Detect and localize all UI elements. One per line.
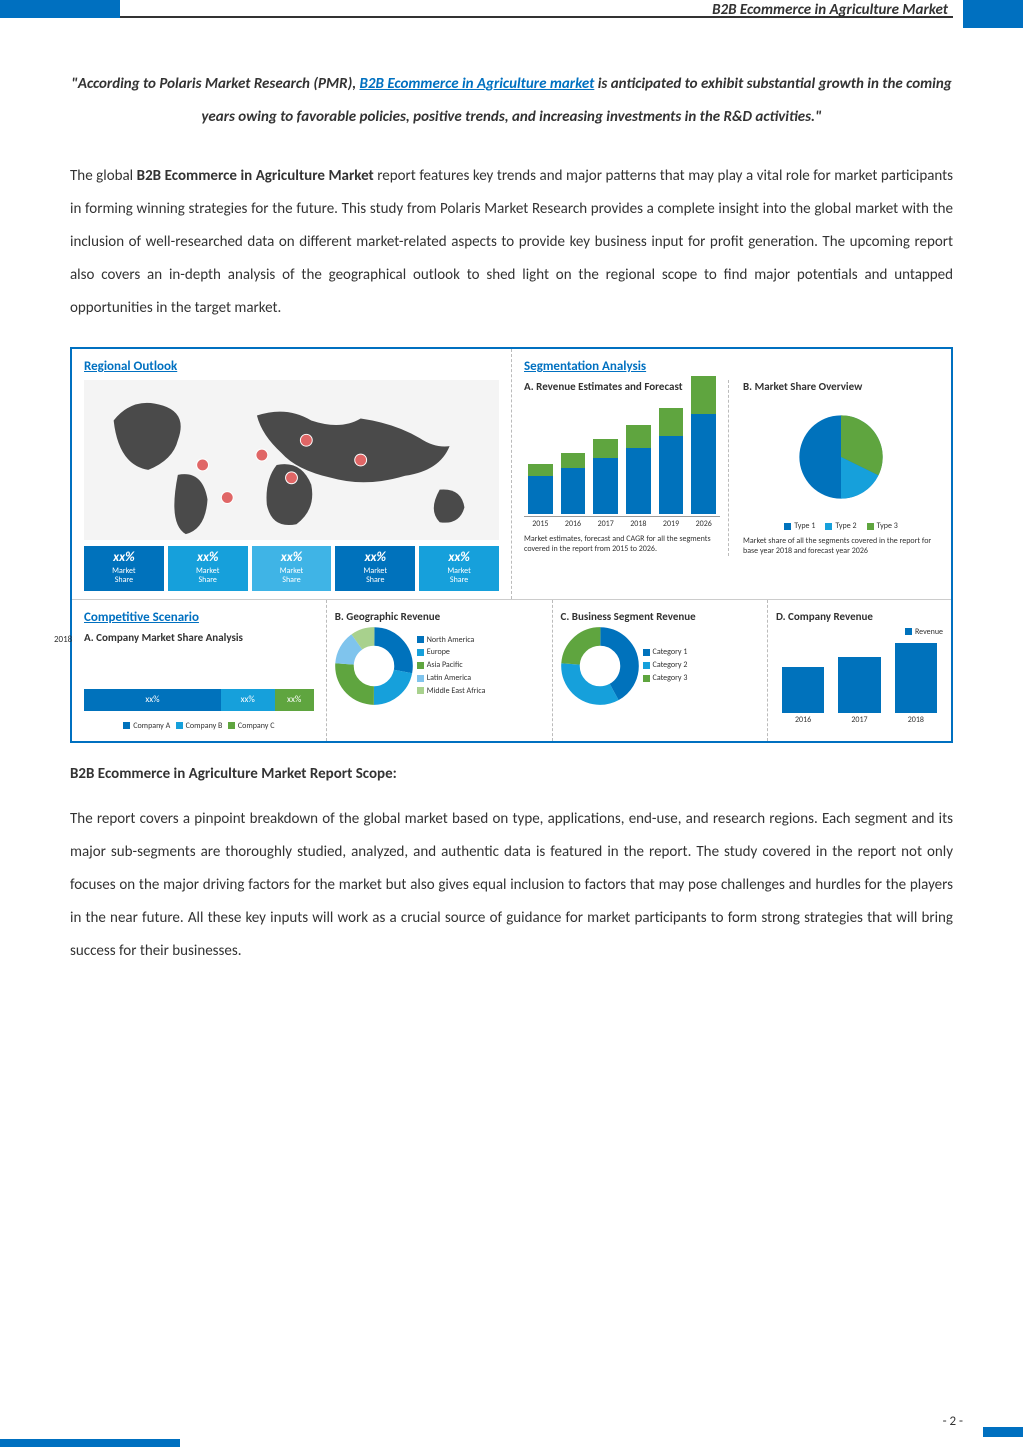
- infographic-bottom-row: Competitive Scenario A. Company Market S…: [72, 600, 951, 741]
- biz-legend: Category 1 Category 2 Category 3: [643, 646, 688, 684]
- co-rev-title: D. Company Revenue: [776, 610, 943, 623]
- business-segment-panel: C. Business Segment Revenue Category 1 C…: [553, 600, 768, 741]
- footer-accent-right: [983, 1427, 1023, 1437]
- share-badge: xx%MarketShare: [84, 546, 164, 591]
- company-revenue-bars: [776, 641, 943, 713]
- share-badge: xx%MarketShare: [168, 546, 248, 591]
- intro-quote: "According to Polaris Market Research (P…: [70, 68, 953, 134]
- regional-title: Regional Outlook: [84, 359, 499, 374]
- segmentation-row: A. Revenue Estimates and Forecast 2015 2…: [524, 380, 939, 556]
- panel-b-note: Market share of all the segments covered…: [743, 537, 939, 556]
- share-badge: xx%MarketShare: [419, 546, 499, 591]
- geo-legend: North America Europe Asia Pacific Latin …: [417, 634, 486, 698]
- header-accent-left: [0, 0, 120, 18]
- geo-donut: [335, 627, 413, 705]
- share-badge: xx%MarketShare: [252, 546, 332, 591]
- intro-prefix: "According to Polaris Market Research (P…: [71, 75, 359, 93]
- world-map: [84, 380, 499, 540]
- revenue-forecast-panel: A. Revenue Estimates and Forecast 2015 2…: [524, 380, 729, 556]
- paragraph-2: The report covers a pinpoint breakdown o…: [70, 803, 953, 968]
- bar-chart-xaxis: 2015 2016 2017 2018 2019 2026: [524, 517, 720, 529]
- competitive-title: Competitive Scenario: [84, 610, 314, 625]
- stacked-bar-chart: [524, 397, 720, 517]
- geo-rev-title: B. Geographic Revenue: [335, 610, 544, 623]
- infographic-top-row: Regional Outlook: [72, 349, 951, 600]
- scope-heading: B2B Ecommerce in Agriculture Market Repo…: [70, 765, 953, 783]
- share-badges: xx%MarketShare xx%MarketShare xx%MarketS…: [84, 546, 499, 591]
- biz-donut: [561, 627, 639, 705]
- header-accent-right: [963, 0, 1023, 28]
- pie-legend: Type 1 Type 2 Type 3: [743, 521, 939, 531]
- panel-a-note: Market estimates, forecast and CAGR for …: [524, 535, 720, 554]
- comp-year: 2018: [54, 634, 72, 645]
- market-share-panel: B. Market Share Overview Type 1 Type 2: [737, 380, 939, 556]
- regional-outlook-panel: Regional Outlook: [72, 349, 512, 599]
- panel-b-title: B. Market Share Overview: [743, 380, 939, 393]
- segmentation-title: Segmentation Analysis: [524, 359, 939, 374]
- paragraph-1: The global B2B Ecommerce in Agriculture …: [70, 160, 953, 325]
- footer-accent-left: [0, 1439, 180, 1447]
- bold-market-name: B2B Ecommerce in Agriculture Market: [137, 167, 374, 185]
- co-rev-xaxis: 2016 2017 2018: [776, 713, 943, 725]
- page-content: "According to Polaris Market Research (P…: [0, 18, 1023, 1030]
- infographic: Regional Outlook: [70, 347, 953, 743]
- company-share-bar: xx% xx% xx%: [84, 689, 314, 711]
- world-map-svg: [84, 380, 499, 540]
- page-number: - 2 -: [943, 1414, 963, 1429]
- company-legend: Company A Company B Company C: [84, 721, 314, 731]
- intro-link[interactable]: B2B Ecommerce in Agriculture market: [360, 75, 595, 93]
- page-header-title: B2B Ecommerce in Agriculture Market: [712, 1, 948, 19]
- share-badge: xx%MarketShare: [335, 546, 415, 591]
- company-revenue-panel: D. Company Revenue Revenue 2016 2017 201…: [768, 600, 951, 741]
- co-rev-legend: Revenue: [915, 627, 943, 637]
- biz-seg-title: C. Business Segment Revenue: [561, 610, 759, 623]
- comp-panel-a-title: A. Company Market Share Analysis: [84, 631, 314, 644]
- footer-bar: [0, 1429, 1023, 1447]
- segmentation-panel: Segmentation Analysis A. Revenue Estimat…: [512, 349, 951, 599]
- competitive-scenario-panel: Competitive Scenario A. Company Market S…: [72, 600, 327, 741]
- geographic-revenue-panel: B. Geographic Revenue North America Euro…: [327, 600, 553, 741]
- pie-chart: [743, 397, 939, 517]
